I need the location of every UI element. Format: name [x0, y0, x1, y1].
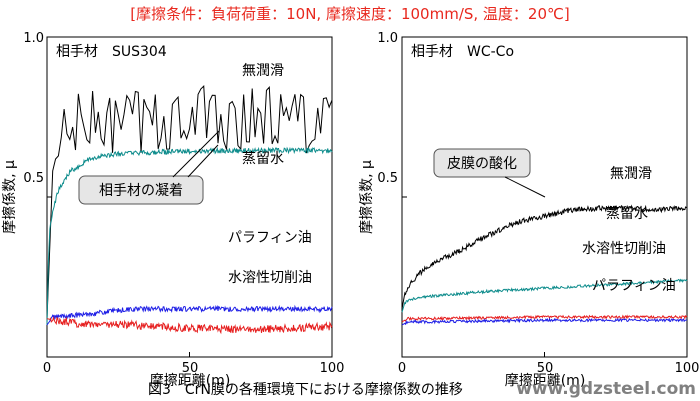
series-line-3 [401, 317, 688, 326]
y-axis-label: 摩擦係数, μ [1, 160, 18, 234]
tick-label-y-0: 0.5 [377, 171, 398, 186]
chart-wc-co: 相手材 WC-Co 摩擦係数, μ 摩擦距離(m) 0.5 1.0 0 50 1… [358, 31, 699, 389]
tick-label-x-0: 0 [43, 361, 51, 376]
series-label-no-lubricant: 無潤滑 [242, 62, 284, 79]
series-label-paraffin-oil: パラフィン油 [228, 230, 312, 246]
conditions-title: [摩擦条件：負荷荷重：10N, 摩擦速度：100mm/S, 温度：20℃] [130, 5, 569, 23]
annotation-callout: 皮膜の酸化 [433, 148, 546, 198]
series-line-2 [401, 314, 688, 323]
watermark: www.gdzsteel.com [516, 379, 696, 399]
series-label-distilled-water: 蒸留水 [242, 151, 284, 167]
series-label-no-lubricant: 無潤滑 [610, 165, 652, 182]
tick-label-y-0: 0.5 [23, 171, 44, 186]
tick-label-y-1: 1.0 [23, 31, 44, 46]
annotation-box [78, 175, 204, 205]
tick-label-x-1: 50 [182, 361, 199, 376]
series-line-2 [46, 304, 333, 326]
figure-caption: 図3 CrN膜の各種環境下における摩擦係数の推移 [148, 381, 463, 398]
series-line-0 [401, 204, 688, 310]
annotation-box [433, 148, 531, 178]
tick-label-x-2: 100 [675, 361, 700, 376]
series-label-distilled-water: 蒸留水 [606, 206, 648, 222]
plot-area [46, 36, 333, 357]
annotation-text: 皮膜の酸化 [447, 156, 517, 172]
series-line-1 [46, 146, 333, 326]
series-line-0 [46, 84, 333, 319]
annotation-pointer [187, 144, 219, 178]
series-line-1 [401, 278, 688, 313]
chart-sus304: 相手材 SUS304 摩擦係数, μ 摩擦距離(m) 0.5 1.0 0 50 … [1, 31, 344, 389]
plot-area [401, 36, 688, 357]
panel-title: 相手材 SUS304 [56, 44, 167, 60]
x-axis-label: 摩擦距離(m) [505, 372, 586, 389]
panel-title: 相手材 WC-Co [411, 44, 514, 60]
annotation-pointer [504, 176, 546, 198]
series-line-3 [46, 316, 333, 335]
series-label-soluble-cutting-oil: 水溶性切削油 [228, 270, 312, 286]
series-label-soluble-cutting-oil: 水溶性切削油 [582, 241, 666, 257]
y-axis-label: 摩擦係数, μ [358, 160, 375, 234]
series-label-paraffin-oil: パラフィン油 [592, 278, 676, 294]
annotation-text: 相手材の凝着 [99, 183, 183, 199]
tick-label-x-2: 100 [320, 361, 345, 376]
annotation-callout: 相手材の凝着 [78, 130, 220, 205]
tick-label-x-1: 50 [537, 361, 554, 376]
tick-label-y-1: 1.0 [377, 31, 398, 46]
tick-label-x-0: 0 [398, 361, 406, 376]
annotation-pointer [172, 130, 220, 178]
x-axis-label: 摩擦距離(m) [150, 372, 231, 389]
